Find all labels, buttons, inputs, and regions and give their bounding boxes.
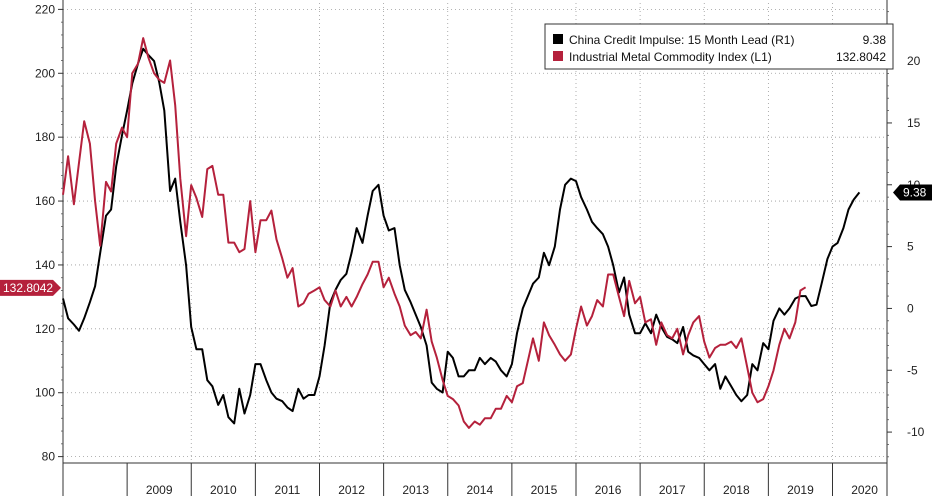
right-tick-label: -5: [907, 363, 918, 377]
left-tick-label: 220: [35, 2, 55, 16]
x-tick-label: 2018: [723, 483, 750, 496]
legend-value-credit: 9.38: [863, 33, 887, 47]
right-tick-label: 5: [907, 240, 914, 254]
last-value-tags: 9.38 132.8042: [0, 184, 932, 296]
axes: 80100120140160180200220-10-5051015202009…: [35, 0, 925, 496]
legend-label-credit: China Credit Impulse: 15 Month Lead (R1): [569, 33, 794, 47]
right-tick-label: 15: [907, 116, 921, 130]
legend-value-metal: 132.8042: [836, 50, 886, 64]
x-tick-label: 2016: [595, 483, 622, 496]
legend-label-metal: Industrial Metal Commodity Index (L1): [569, 50, 772, 64]
x-tick-label: 2010: [210, 483, 237, 496]
right-tick-label: 0: [907, 301, 914, 315]
legend-swatch-metal: [553, 51, 563, 61]
right-tick-label: -10: [907, 425, 925, 439]
left-tick-label: 180: [35, 130, 55, 144]
x-tick-label: 2019: [787, 483, 814, 496]
x-tick-label: 2017: [659, 483, 686, 496]
series-line-metal-index: [62, 37, 807, 429]
x-tick-label: 2020: [851, 483, 878, 496]
x-tick-label: 2014: [466, 483, 493, 496]
right-last-value-text: 9.38: [903, 185, 927, 199]
series-lines: [62, 37, 861, 429]
right-last-value-tag: [893, 184, 932, 201]
left-tick-label: 200: [35, 66, 55, 80]
legend-box: [544, 23, 894, 70]
x-tick-label: 2009: [146, 483, 173, 496]
x-tick-label: 2011: [275, 483, 301, 496]
left-tick-label: 140: [35, 258, 55, 272]
legend-swatch-credit: [553, 34, 563, 44]
x-tick-label: 2015: [531, 483, 558, 496]
x-tick-label: 2013: [402, 483, 429, 496]
left-tick-label: 100: [35, 386, 55, 400]
series-line-credit-impulse: [62, 47, 861, 425]
gridlines: [63, 3, 887, 463]
left-tick-label: 160: [35, 194, 55, 208]
left-last-value-text: 132.8042: [3, 281, 53, 295]
left-last-value-tag: [0, 279, 61, 296]
x-tick-label: 2012: [338, 483, 365, 496]
right-tick-label: 20: [907, 54, 921, 68]
left-tick-label: 80: [42, 450, 56, 464]
legend: China Credit Impulse: 15 Month Lead (R1)…: [544, 23, 894, 70]
left-tick-label: 120: [35, 322, 55, 336]
